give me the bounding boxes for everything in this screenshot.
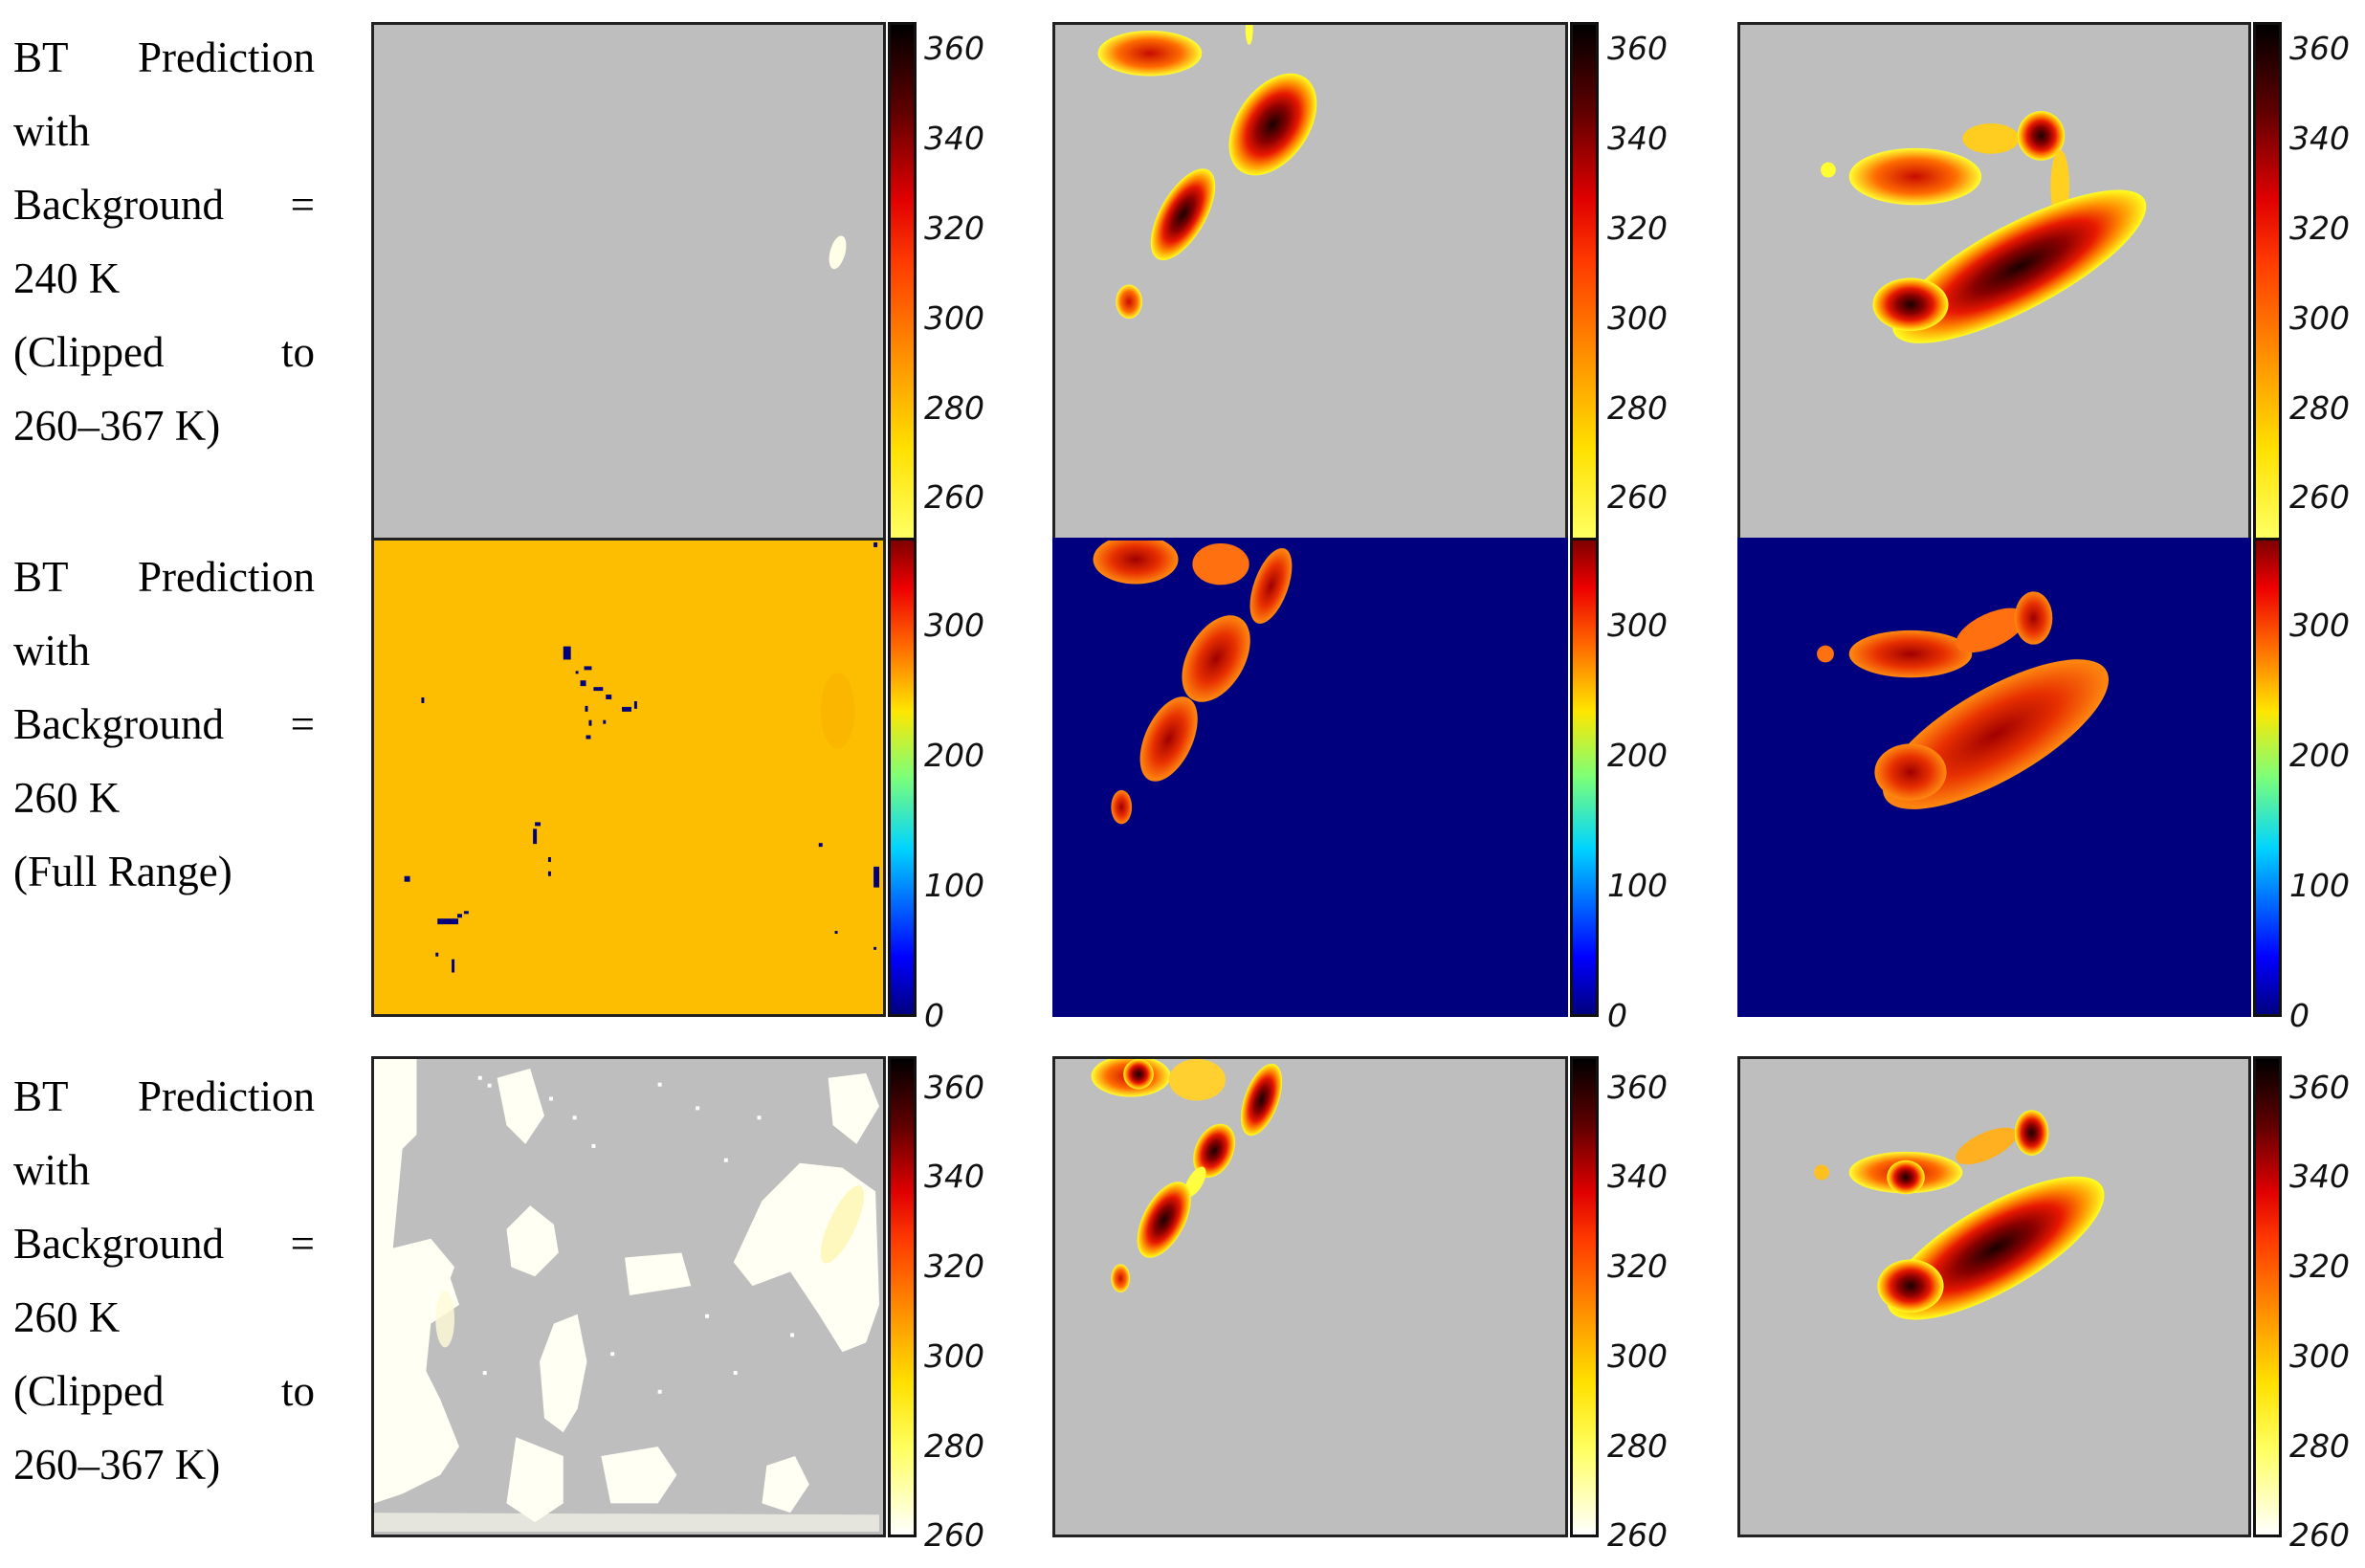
colorbar-r2c1 bbox=[888, 538, 917, 1017]
tick-label: 360 bbox=[924, 30, 984, 67]
tick-label: 300 bbox=[1607, 1337, 1668, 1375]
tick-label: 360 bbox=[2289, 30, 2350, 67]
tick-label: 360 bbox=[1607, 1069, 1668, 1106]
tick-label: 320 bbox=[1607, 210, 1668, 247]
heatmap-r2c3 bbox=[1737, 538, 2251, 1017]
tick-label: 300 bbox=[2289, 607, 2350, 644]
tick-label: 260 bbox=[1607, 1516, 1668, 1554]
tick-label: 260 bbox=[924, 478, 984, 516]
tick-label: 260 bbox=[2289, 1516, 2350, 1554]
row-label-line: 260 K bbox=[13, 774, 121, 822]
tick-label: 340 bbox=[2289, 1158, 2350, 1195]
tick-label: 300 bbox=[1607, 299, 1668, 337]
row-label-2: BT Prediction with Background = 260 K (F… bbox=[13, 541, 315, 909]
tick-label: 0 bbox=[1607, 997, 1627, 1034]
row-label-line: with bbox=[13, 627, 91, 674]
row-label-line: BT Prediction bbox=[13, 553, 315, 601]
tick-label: 340 bbox=[924, 1158, 984, 1195]
heatmap-r3c2 bbox=[1052, 1056, 1568, 1537]
tick-label: 340 bbox=[924, 120, 984, 157]
heatmap-r3c1 bbox=[371, 1056, 886, 1537]
row-label-line: Background = bbox=[13, 700, 315, 748]
tick-label: 280 bbox=[2289, 1427, 2350, 1465]
tick-label: 360 bbox=[2289, 1069, 2350, 1106]
tick-label: 0 bbox=[2289, 997, 2310, 1034]
tick-label: 100 bbox=[924, 867, 984, 904]
tick-label: 200 bbox=[2289, 737, 2350, 774]
row-label-line: 260–367 K) bbox=[13, 1441, 221, 1489]
tick-label: 260 bbox=[2289, 478, 2350, 516]
tick-label: 0 bbox=[924, 997, 944, 1034]
tick-label: 300 bbox=[924, 299, 984, 337]
row-label-line: Background = bbox=[13, 1220, 315, 1268]
row-label-1: BT Prediction with Background = 240 K (C… bbox=[13, 21, 315, 463]
tick-label: 100 bbox=[2289, 867, 2350, 904]
tick-label: 260 bbox=[924, 1516, 984, 1554]
row-label-line: (Clipped to bbox=[13, 1367, 315, 1415]
tick-label: 320 bbox=[1607, 1248, 1668, 1285]
tick-label: 280 bbox=[2289, 389, 2350, 427]
tick-label: 300 bbox=[924, 1337, 984, 1375]
tick-label: 320 bbox=[2289, 210, 2350, 247]
row-label-line: with bbox=[13, 107, 91, 155]
heatmap-r2c2 bbox=[1052, 538, 1568, 1017]
tick-label: 100 bbox=[1607, 867, 1668, 904]
tick-label: 320 bbox=[924, 1248, 984, 1285]
row-label-line: (Clipped to bbox=[13, 328, 315, 376]
row-label-3: BT Prediction with Background = 260 K (C… bbox=[13, 1060, 315, 1502]
tick-label: 300 bbox=[1607, 607, 1668, 644]
tick-label: 360 bbox=[924, 1069, 984, 1106]
tick-label: 260 bbox=[1607, 478, 1668, 516]
tick-label: 280 bbox=[924, 1427, 984, 1465]
tick-label: 340 bbox=[1607, 1158, 1668, 1195]
tick-label: 320 bbox=[924, 210, 984, 247]
tick-label: 340 bbox=[1607, 120, 1668, 157]
row-label-line: 240 K bbox=[13, 254, 121, 302]
colorbar-r2c2 bbox=[1570, 538, 1599, 1017]
colorbar-r2c3 bbox=[2253, 538, 2282, 1017]
row-label-line: Background = bbox=[13, 181, 315, 229]
row-label-line: 260–367 K) bbox=[13, 402, 221, 450]
row-label-line: BT Prediction bbox=[13, 1072, 315, 1120]
tick-label: 280 bbox=[924, 389, 984, 427]
tick-label: 280 bbox=[1607, 1427, 1668, 1465]
tick-label: 300 bbox=[924, 607, 984, 644]
tick-label: 360 bbox=[1607, 30, 1668, 67]
colorbar-r3c1 bbox=[888, 1056, 917, 1537]
colorbar-r3c2 bbox=[1570, 1056, 1599, 1537]
tick-label: 300 bbox=[2289, 1337, 2350, 1375]
row-label-line: (Full Range) bbox=[13, 848, 232, 895]
tick-label: 320 bbox=[2289, 1248, 2350, 1285]
tick-label: 200 bbox=[1607, 737, 1668, 774]
tick-label: 280 bbox=[1607, 389, 1668, 427]
tick-label: 200 bbox=[924, 737, 984, 774]
colorbar-r3c3 bbox=[2253, 1056, 2282, 1537]
tick-label: 340 bbox=[2289, 120, 2350, 157]
row-label-line: BT Prediction bbox=[13, 33, 315, 81]
heatmap-r3c3 bbox=[1737, 1056, 2251, 1537]
row-label-line: 260 K bbox=[13, 1293, 121, 1341]
tick-label: 300 bbox=[2289, 299, 2350, 337]
heatmap-r2c1 bbox=[371, 538, 886, 1017]
row-label-line: with bbox=[13, 1146, 91, 1194]
